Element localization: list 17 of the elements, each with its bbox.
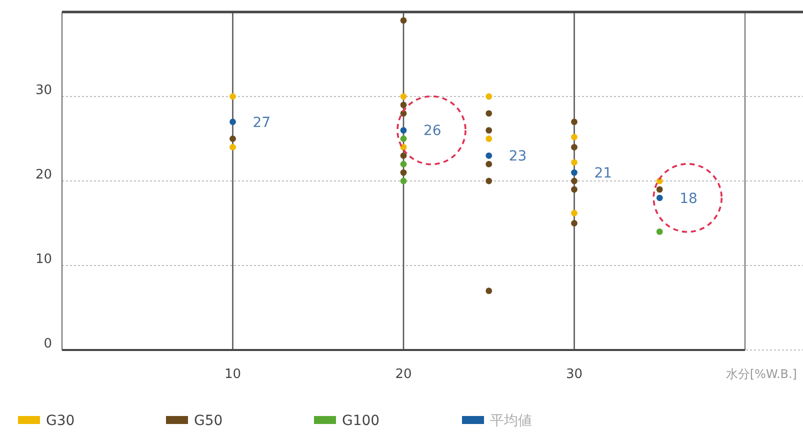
x-tick-label: 10 xyxy=(224,367,242,382)
legend-label: 平均値 xyxy=(490,412,532,429)
legend-label: G100 xyxy=(342,412,380,429)
y-tick-label: 30 xyxy=(35,82,52,98)
legend-label: G50 xyxy=(194,412,223,429)
annotation: 21 xyxy=(594,165,612,182)
x-tick-label: 30 xyxy=(566,367,583,382)
annotation: 18 xyxy=(680,190,698,207)
annotation: 27 xyxy=(252,114,271,131)
annotation: 23 xyxy=(508,148,527,165)
y-tick-label: 10 xyxy=(35,252,52,267)
legend-label: G30 xyxy=(46,412,75,429)
y-tick-label: 0 xyxy=(44,336,52,352)
annotation: 26 xyxy=(424,123,442,140)
y-tick-label: 20 xyxy=(35,167,52,182)
x-tick-label: 20 xyxy=(395,367,412,382)
x-axis-title: 水分[%W.B.] xyxy=(726,367,797,381)
